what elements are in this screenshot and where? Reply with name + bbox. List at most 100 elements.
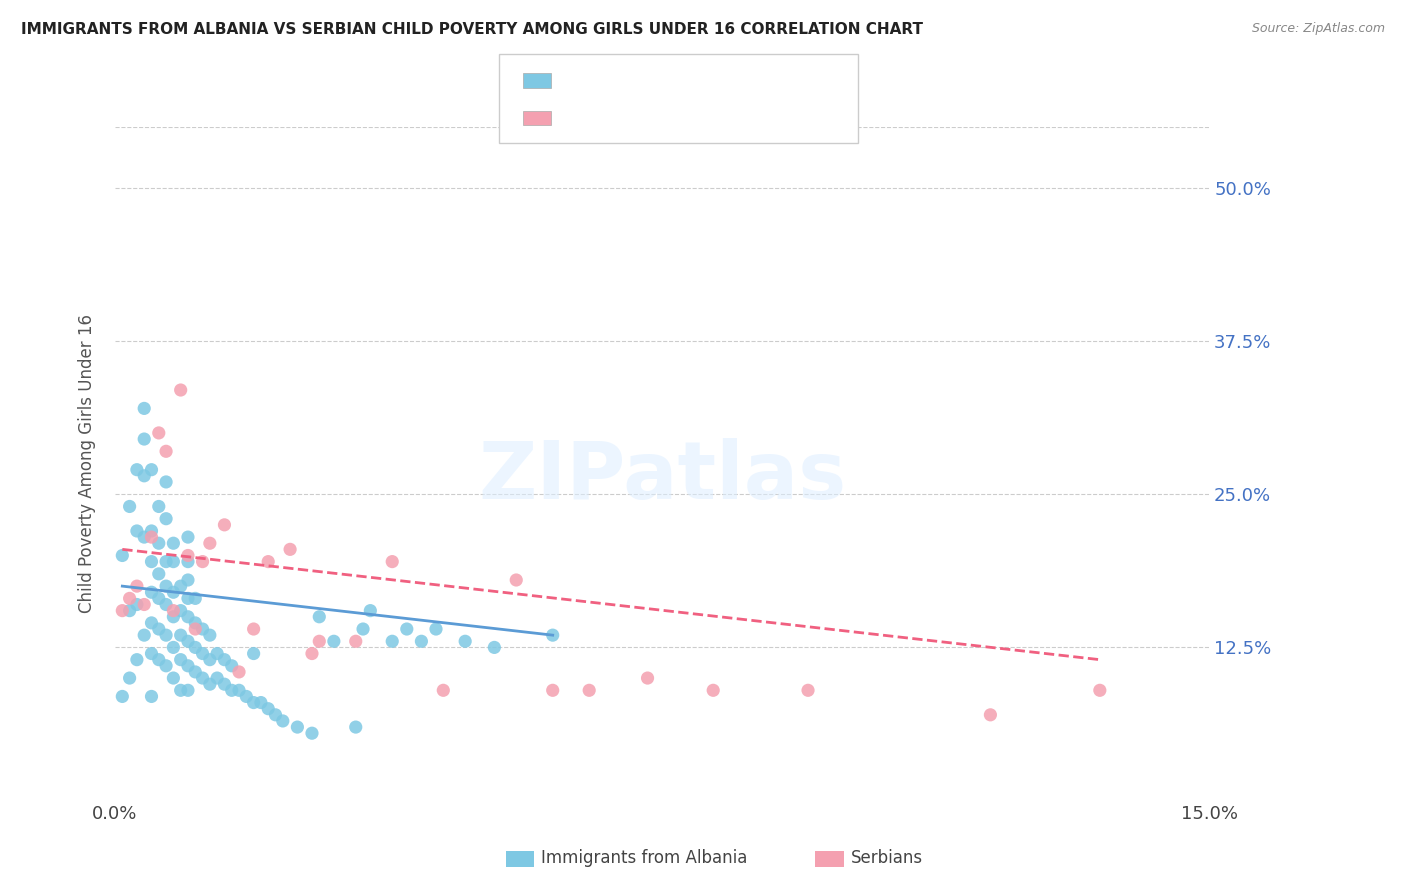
Text: 31: 31 xyxy=(723,109,745,128)
Point xyxy=(141,555,163,569)
Point xyxy=(148,653,170,667)
Point xyxy=(205,671,228,685)
Point xyxy=(184,622,207,636)
Point xyxy=(155,579,177,593)
Point xyxy=(287,720,309,734)
Point xyxy=(352,622,374,636)
Point xyxy=(118,500,141,514)
Point xyxy=(184,615,207,630)
Point xyxy=(177,683,200,698)
Point xyxy=(125,524,148,538)
Point xyxy=(170,383,193,397)
Text: -0.197: -0.197 xyxy=(605,109,664,128)
Point xyxy=(191,647,214,661)
Point xyxy=(170,683,193,698)
Point xyxy=(505,573,527,587)
Point xyxy=(454,634,477,648)
Point xyxy=(228,665,250,679)
Point xyxy=(134,530,156,544)
Text: N =: N = xyxy=(669,109,717,128)
Point xyxy=(111,549,134,563)
Text: R =: R = xyxy=(565,71,602,89)
Point xyxy=(242,622,264,636)
Point xyxy=(344,634,367,648)
Point xyxy=(162,585,184,599)
Text: Serbians: Serbians xyxy=(851,849,922,867)
Point xyxy=(541,683,564,698)
Text: Source: ZipAtlas.com: Source: ZipAtlas.com xyxy=(1251,22,1385,36)
Point xyxy=(301,726,323,740)
Point xyxy=(162,604,184,618)
Y-axis label: Child Poverty Among Girls Under 16: Child Poverty Among Girls Under 16 xyxy=(79,314,96,613)
Point xyxy=(141,463,163,477)
Point xyxy=(184,591,207,606)
Point xyxy=(242,696,264,710)
Point xyxy=(198,628,221,642)
Point xyxy=(134,598,156,612)
Point xyxy=(177,634,200,648)
Point xyxy=(578,683,600,698)
Point xyxy=(155,475,177,489)
Point xyxy=(979,707,1001,722)
Point xyxy=(257,701,280,715)
Point xyxy=(170,604,193,618)
Point xyxy=(162,609,184,624)
Point xyxy=(118,591,141,606)
Point xyxy=(308,634,330,648)
Point xyxy=(148,591,170,606)
Point xyxy=(278,542,301,557)
Point xyxy=(170,653,193,667)
Point xyxy=(198,653,221,667)
Point xyxy=(191,622,214,636)
Point xyxy=(141,615,163,630)
Text: -0.134: -0.134 xyxy=(605,71,664,89)
Point xyxy=(257,555,280,569)
Point xyxy=(177,530,200,544)
Point xyxy=(484,640,506,655)
Point xyxy=(198,536,221,550)
Point xyxy=(141,585,163,599)
Point xyxy=(250,696,273,710)
Point xyxy=(235,690,257,704)
Point xyxy=(177,573,200,587)
Point xyxy=(134,468,156,483)
Point xyxy=(162,640,184,655)
Point xyxy=(797,683,820,698)
Point xyxy=(111,604,134,618)
Point xyxy=(134,432,156,446)
Point xyxy=(205,647,228,661)
Point xyxy=(155,555,177,569)
Point xyxy=(214,653,236,667)
Text: IMMIGRANTS FROM ALBANIA VS SERBIAN CHILD POVERTY AMONG GIRLS UNDER 16 CORRELATIO: IMMIGRANTS FROM ALBANIA VS SERBIAN CHILD… xyxy=(21,22,924,37)
Point xyxy=(177,555,200,569)
Point xyxy=(242,647,264,661)
Point xyxy=(134,401,156,416)
Point xyxy=(702,683,724,698)
Point xyxy=(191,671,214,685)
Point xyxy=(155,628,177,642)
Point xyxy=(162,536,184,550)
Text: ZIPatlas: ZIPatlas xyxy=(478,438,846,516)
Point xyxy=(411,634,433,648)
Point xyxy=(344,720,367,734)
Point xyxy=(155,444,177,458)
Point xyxy=(170,579,193,593)
Point xyxy=(125,598,148,612)
Point xyxy=(184,640,207,655)
Point xyxy=(148,566,170,581)
Point xyxy=(381,634,404,648)
Point xyxy=(177,549,200,563)
Point xyxy=(148,500,170,514)
Point xyxy=(118,671,141,685)
Point xyxy=(134,628,156,642)
Text: N =: N = xyxy=(669,71,717,89)
Point xyxy=(141,524,163,538)
Point xyxy=(155,512,177,526)
Text: 91: 91 xyxy=(723,71,745,89)
Point xyxy=(155,598,177,612)
Point xyxy=(125,653,148,667)
Point xyxy=(177,609,200,624)
Text: R =: R = xyxy=(565,109,602,128)
Point xyxy=(170,628,193,642)
Point xyxy=(425,622,447,636)
